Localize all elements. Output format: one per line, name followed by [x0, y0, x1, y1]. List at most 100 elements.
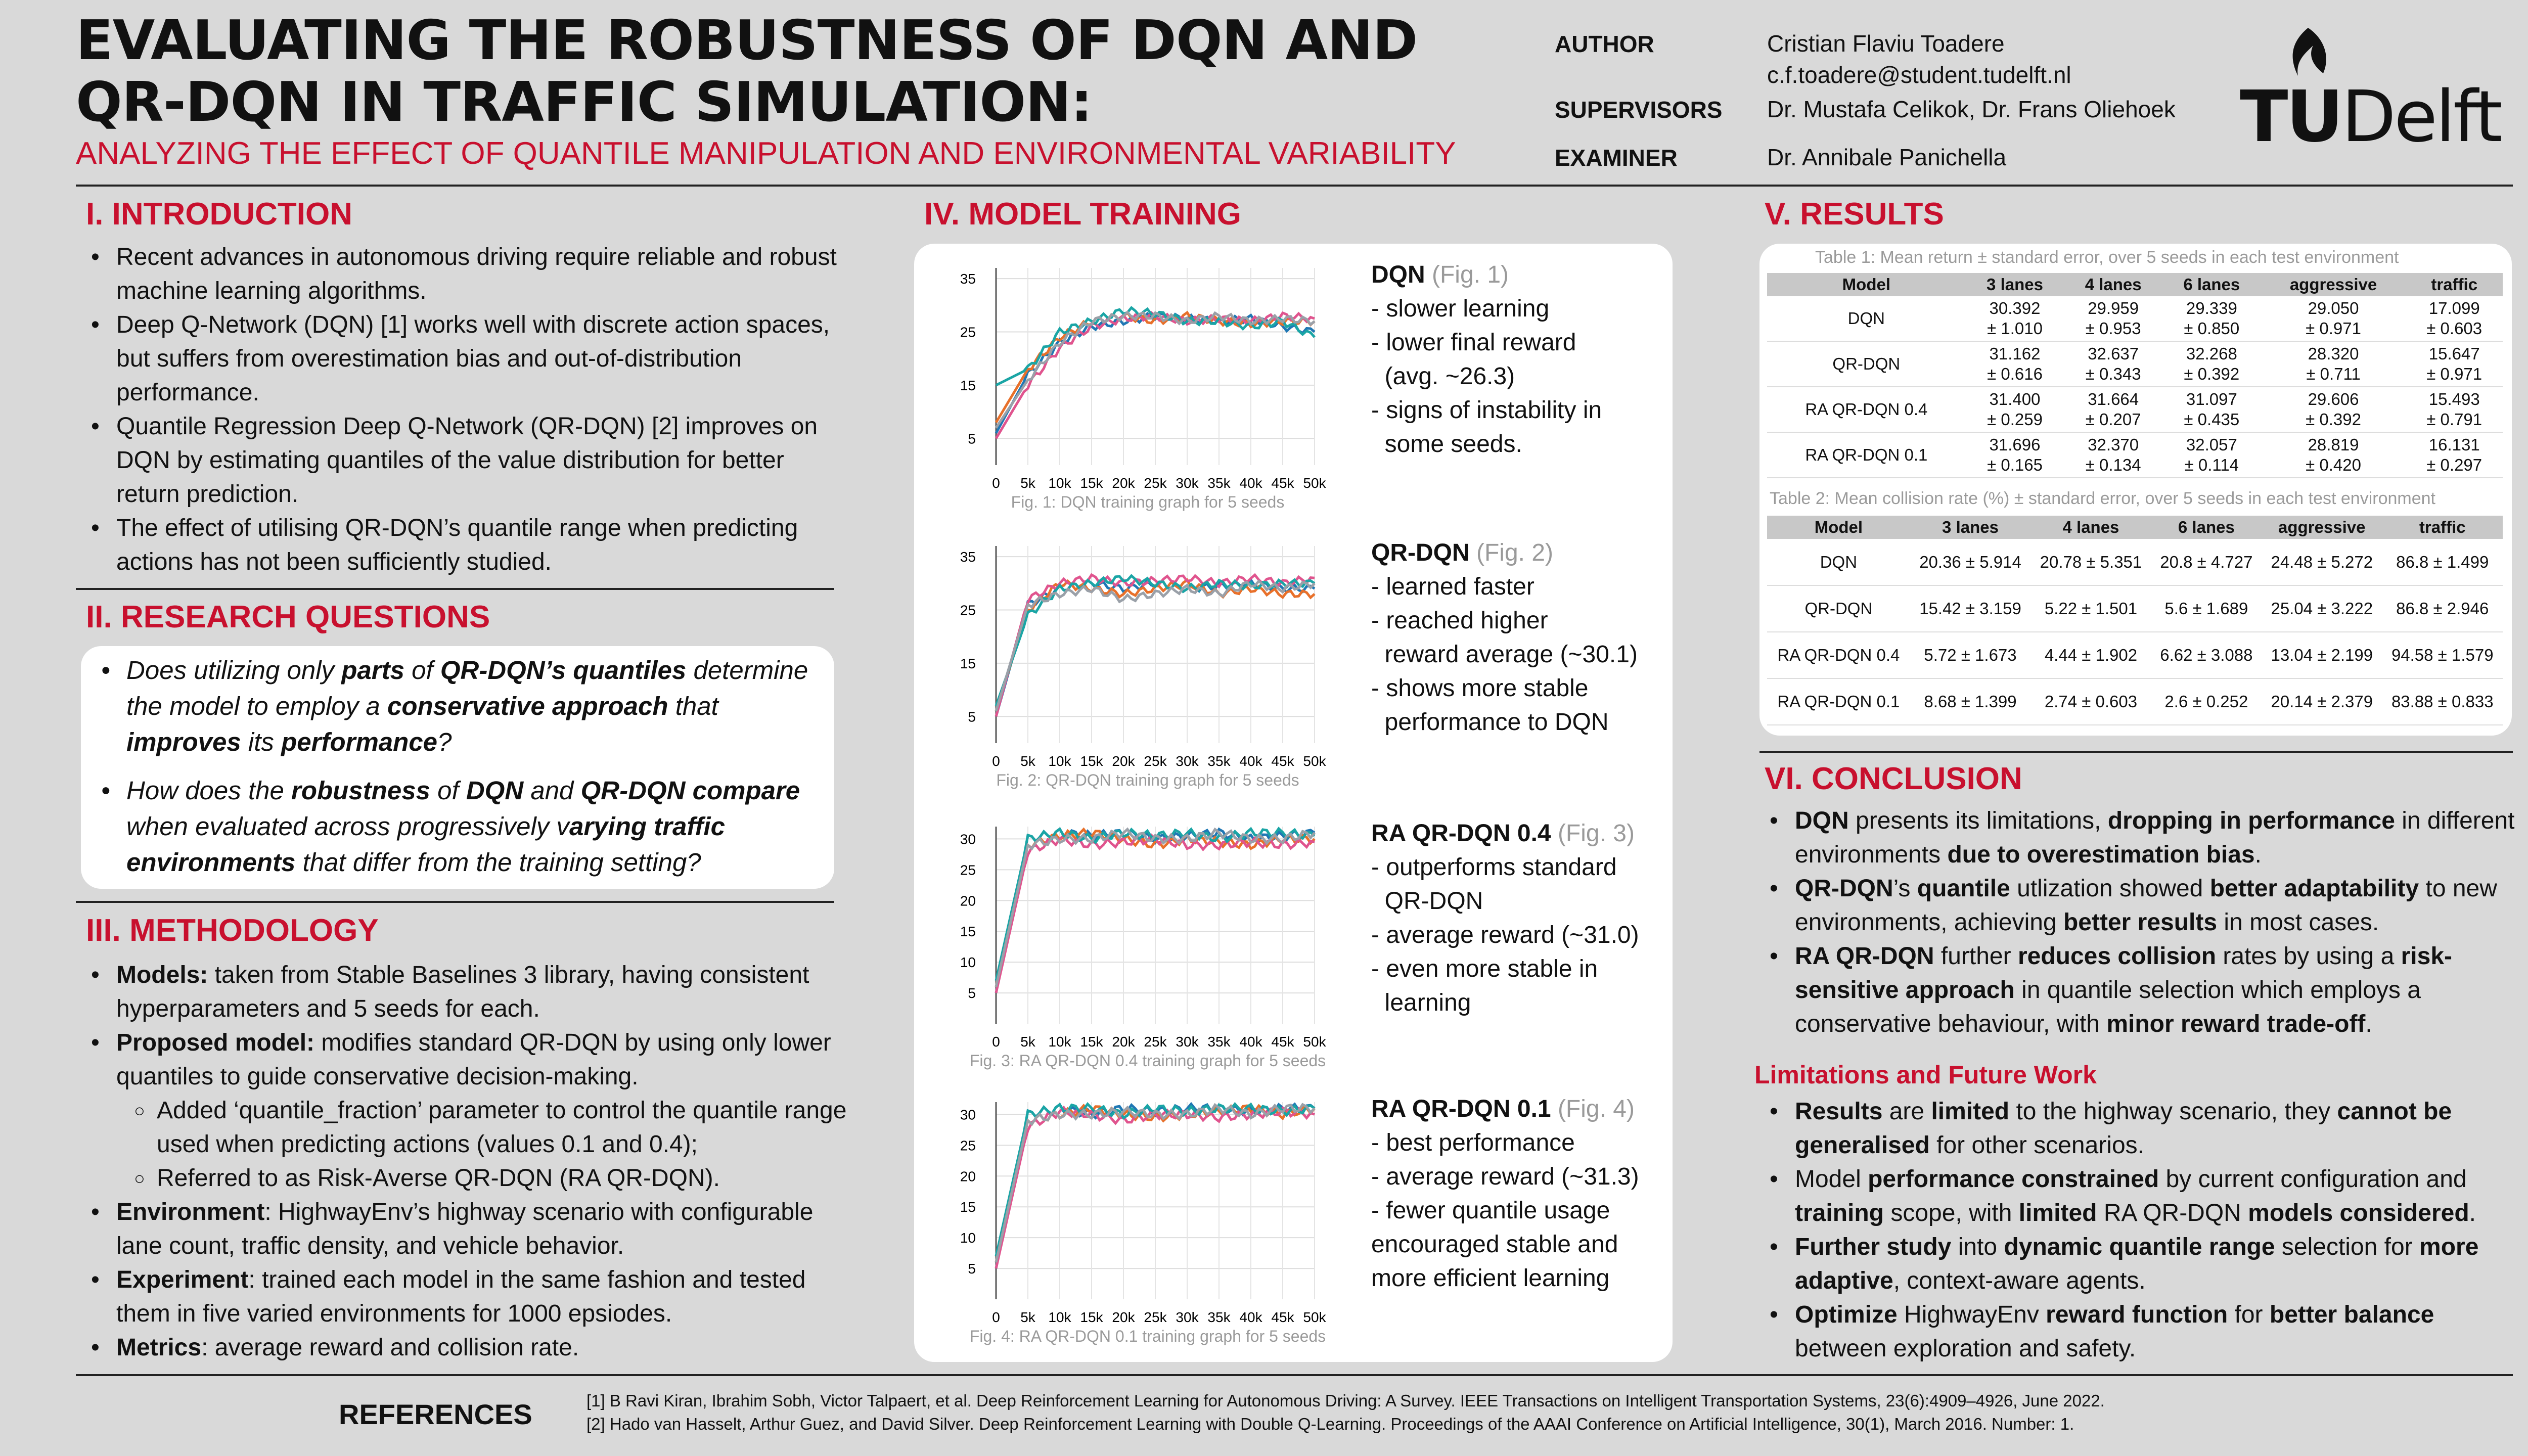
chart-description: RA QR-DQN 0.1 (Fig. 4) - best performance… — [1371, 1096, 1639, 1292]
reference-2: [2] Hado van Hasselt, Arthur Guez, and D… — [586, 1415, 2074, 1433]
x-tick-label: 15k — [1080, 753, 1103, 769]
header-divider — [76, 185, 2513, 187]
y-tick-label: 5 — [968, 1261, 976, 1277]
author-email[interactable]: c.f.toadere@student.tudelft.nl — [1767, 62, 2071, 88]
author-name: Cristian Flaviu Toadere — [1767, 30, 2005, 57]
y-tick-label: 15 — [960, 656, 976, 671]
table-cell: 15.493 ± 0.791 — [2406, 387, 2503, 433]
y-tick-label: 25 — [960, 862, 976, 878]
table-cell: 13.04 ± 2.199 — [2262, 632, 2382, 679]
x-tick-label: 40k — [1239, 1309, 1262, 1325]
table-cell: 31.097 ± 0.435 — [2162, 387, 2261, 433]
training-title: IV. MODEL TRAINING — [924, 197, 1241, 232]
chart-caption: Fig. 2: QR-DQN training graph for 5 seed… — [996, 771, 1299, 789]
series-line — [995, 827, 1316, 987]
table-cell: 29.606 ± 0.392 — [2261, 387, 2406, 433]
list-item: RA QR-DQN further reduces collision rate… — [1754, 939, 2518, 1041]
table-header: 3 lanes — [1965, 273, 2064, 296]
x-tick-label: 30k — [1176, 1309, 1199, 1325]
table-cell: 32.057 ± 0.114 — [2162, 432, 2261, 478]
table-cell: 32.370 ± 0.134 — [2064, 432, 2162, 478]
table-cell: 28.819 ± 0.420 — [2261, 432, 2406, 478]
list-item: Further study into dynamic quantile rang… — [1754, 1230, 2518, 1298]
x-tick-label: 35k — [1207, 1309, 1231, 1325]
table-cell: RA QR-DQN 0.4 — [1767, 387, 1966, 433]
y-tick-label: 35 — [960, 271, 976, 287]
chart-description: QR-DQN (Fig. 2) - learned faster - reached… — [1371, 539, 1638, 736]
y-tick-label: 20 — [960, 893, 976, 908]
x-tick-label: 45k — [1271, 475, 1294, 491]
table-row: QR-DQN 31.162 ± 0.616 32.637 ± 0.343 32.268 ± … — [1767, 341, 2503, 387]
table-cell: 6.62 ± 3.088 — [2151, 632, 2262, 679]
table-cell: 31.400 ± 0.259 — [1965, 387, 2064, 433]
x-tick-label: 10k — [1048, 475, 1071, 491]
table-row: RA QR-DQN 0.4 5.72 ± 1.673 4.44 ± 1.902 6.6… — [1767, 632, 2503, 679]
chart-description: RA QR-DQN 0.4 (Fig. 3) - outperforms stan… — [1371, 820, 1639, 1016]
series-line — [995, 827, 1316, 981]
list-item: QR-DQN’s quantile utlization showed bett… — [1754, 872, 2518, 939]
table-row: QR-DQN 15.42 ± 3.159 5.22 ± 1.501 5.6 ± 1.6… — [1767, 585, 2503, 632]
x-tick-label: 50k — [1303, 753, 1326, 769]
list-item: Optimize HighwayEnv reward function for … — [1754, 1298, 2518, 1366]
table-cell: 31.162 ± 0.616 — [1965, 341, 2064, 387]
series-line — [995, 1103, 1316, 1263]
x-tick-label: 20k — [1112, 1034, 1135, 1050]
table-row: DQN 20.36 ± 5.914 20.78 ± 5.351 20.8 ± 4.72… — [1767, 539, 2503, 586]
conclusion-title: VI. CONCLUSION — [1765, 761, 2022, 796]
divider — [76, 588, 834, 590]
table-header: Model — [1767, 273, 1966, 296]
x-tick-label: 40k — [1239, 475, 1262, 491]
x-tick-label: 35k — [1207, 753, 1231, 769]
training-chart-1: 5 15 25 35 0 5k 10k 15k 20k 25k 30k 35k 40k 45k 50k — [930, 258, 1335, 498]
table-cell: 24.48 ± 5.272 — [2262, 539, 2382, 586]
chart-description: DQN (Fig. 1) - slower learning - lower fin… — [1371, 261, 1602, 458]
table-header: traffic — [2406, 273, 2503, 296]
table-cell: QR-DQN — [1767, 341, 1966, 387]
y-tick-label: 25 — [960, 1138, 976, 1153]
chart-svg: 5 10 15 20 25 30 0 5k 10k 15k 20k 25k 30k 35k 40k 45k 50… — [960, 827, 1327, 1050]
list-item: Quantile Regression Deep Q-Network (QR-D… — [76, 410, 849, 511]
reference-1: [1] B Ravi Kiran, Ibrahim Sobh, Victor T… — [586, 1391, 2105, 1410]
table-cell: 30.392 ± 1.010 — [1965, 296, 2064, 342]
poster-subtitle: ANALYZING THE EFFECT OF QUANTILE MANIPUL… — [76, 136, 1456, 171]
table-row: DQN 30.392 ± 1.010 29.959 ± 0.953 29.339 ± 0.8… — [1767, 296, 2503, 342]
table-cell: 86.8 ± 2.946 — [2382, 585, 2503, 632]
training-chart-2: 5 15 25 35 0 5k 10k 15k 20k 25k 30k 35k 40k 45k 50k — [930, 536, 1335, 776]
examiner-label: EXAMINER — [1555, 145, 1678, 171]
x-tick-label: 30k — [1176, 475, 1199, 491]
table-cell: 5.72 ± 1.673 — [1910, 632, 2031, 679]
x-tick-label: 20k — [1112, 753, 1135, 769]
logo-tu-text: TU — [2240, 76, 2343, 158]
method-list: Models: taken from Stable Baselines 3 li… — [76, 958, 849, 1364]
x-tick-label: 15k — [1080, 475, 1103, 491]
table-cell: 28.320 ± 0.711 — [2261, 341, 2406, 387]
table-row: RA QR-DQN 0.1 8.68 ± 1.399 2.74 ± 0.603 2.6… — [1767, 678, 2503, 725]
examiner: Dr. Annibale Panichella — [1767, 144, 2007, 170]
x-tick-label: 25k — [1144, 475, 1167, 491]
table-cell: QR-DQN — [1767, 585, 1910, 632]
table-cell: 31.696 ± 0.165 — [1965, 432, 2064, 478]
list-item: Added ‘quantile_fraction’ parameter to c… — [76, 1094, 849, 1161]
intro-list: Recent advances in autonomous driving re… — [76, 240, 849, 579]
chart-svg: 5 15 25 35 0 5k 10k 15k 20k 25k 30k 35k 40k 45k 50k — [960, 546, 1327, 769]
flame-icon — [2292, 28, 2326, 76]
x-tick-label: 5k — [1020, 1034, 1036, 1050]
divider — [76, 901, 834, 903]
x-tick-label: 30k — [1176, 1034, 1199, 1050]
list-item: Metrics: average reward and collision ra… — [76, 1331, 849, 1364]
footer-divider — [76, 1374, 2513, 1376]
x-tick-label: 50k — [1303, 1034, 1326, 1050]
table-mean-return: Model 3 lanes 4 lanes 6 lanes aggressive traf… — [1767, 273, 2503, 478]
table-cell: 5.22 ± 1.501 — [2030, 585, 2151, 632]
x-tick-label: 5k — [1020, 475, 1036, 491]
x-tick-label: 0 — [992, 1034, 1000, 1050]
list-item: Results are limited to the highway scena… — [1754, 1095, 2518, 1162]
y-tick-label: 30 — [960, 831, 976, 847]
limitations-title: Limitations and Future Work — [1754, 1061, 2097, 1089]
table1-caption: Table 1: Mean return ± standard error, o… — [1815, 248, 2399, 267]
tu-delft-logo: TUDelft — [2240, 20, 2508, 158]
table-cell: 29.339 ± 0.850 — [2162, 296, 2261, 342]
list-item: Referred to as Risk-Averse QR-DQN (RA QR… — [76, 1161, 849, 1195]
y-tick-label: 5 — [968, 709, 976, 724]
list-item: Proposed model: modifies standard QR-DQN… — [76, 1026, 849, 1094]
